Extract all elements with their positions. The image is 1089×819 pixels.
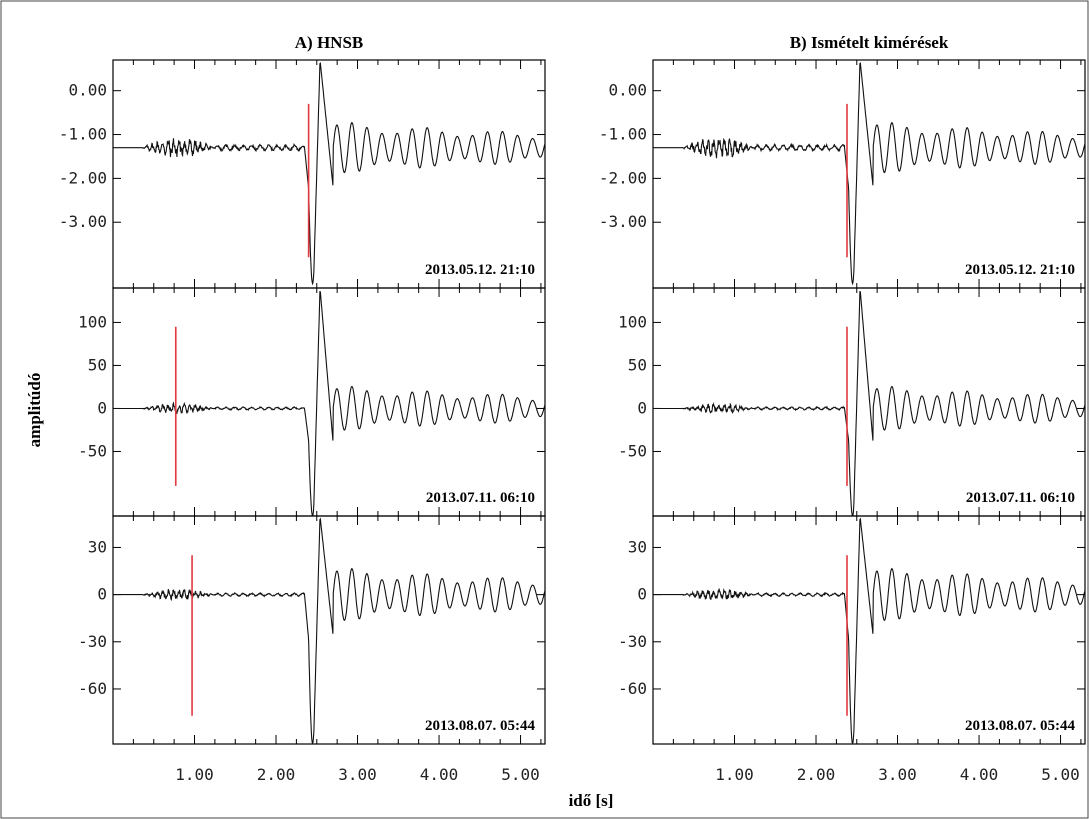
x-tick-label: 3.00: [878, 765, 917, 784]
plots-group: A) HNSB 0.00 -1.00 -2.00 -3.00 2013.05.12. 21…: [59, 33, 1086, 784]
event-date-label: 2013.05.12. 21:10: [425, 262, 535, 278]
x-axis-label: idő [s]: [569, 791, 614, 810]
waveform-trace: [113, 62, 546, 286]
y-tick-label: -2.00: [599, 168, 647, 187]
panel-title: B) Ismételt kimérések: [790, 33, 949, 52]
y-tick-label: -1.00: [599, 125, 647, 144]
y-tick-label: 0: [637, 585, 647, 604]
y-tick-label: 0: [97, 585, 107, 604]
waveform-trace: [653, 517, 1086, 744]
waveform-trace: [113, 517, 546, 744]
y-tick-label: 0.00: [68, 81, 107, 100]
y-tick-label: 0: [97, 398, 107, 417]
x-tick-label: 2.00: [797, 765, 836, 784]
subplot: 30 0 -30 -60 2013.08.07. 05:44: [78, 515, 546, 745]
subplot-frame: [652, 287, 1086, 517]
y-tick-label: 0: [637, 398, 647, 417]
subplot-frame: [112, 59, 546, 289]
y-tick-label: -2.00: [59, 168, 107, 187]
y-tick-label: 100: [78, 312, 107, 331]
y-tick-label: 50: [628, 355, 647, 374]
subplot-frame: [652, 59, 1086, 289]
y-tick-label: 30: [88, 537, 107, 556]
y-tick-label: -50: [78, 441, 107, 460]
y-tick-label: 100: [618, 312, 647, 331]
x-tick-label: 1.00: [175, 765, 214, 784]
event-date-label: 2013.05.12. 21:10: [965, 262, 1075, 278]
waveform-trace: [653, 290, 1086, 516]
y-tick-label: -1.00: [59, 125, 107, 144]
subplot-frame: [112, 515, 546, 745]
subplot: 100 50 0 -50 2013.07.11. 06:10: [618, 287, 1086, 517]
event-date-label: 2013.08.07. 05:44: [965, 718, 1075, 734]
x-tick-label: 3.00: [338, 765, 377, 784]
y-tick-label: -30: [78, 632, 107, 651]
y-tick-label: -30: [618, 632, 647, 651]
subplot: 30 0 -30 -60 2013.08.07. 05:44: [618, 515, 1086, 745]
y-tick-label: -60: [618, 679, 647, 698]
x-tick-label: 4.00: [960, 765, 999, 784]
x-tick-label: 5.00: [1041, 765, 1080, 784]
event-date-label: 2013.07.11. 06:10: [426, 490, 535, 506]
y-tick-label: 50: [88, 355, 107, 374]
x-tick-label: 1.00: [715, 765, 754, 784]
subplot-frame: [652, 515, 1086, 745]
y-tick-label: -50: [618, 441, 647, 460]
y-axis-label: amplitúdó: [25, 373, 44, 448]
x-tick-label: 5.00: [501, 765, 540, 784]
waveform-trace: [653, 62, 1086, 286]
event-date-label: 2013.08.07. 05:44: [425, 718, 535, 734]
y-tick-label: -60: [78, 679, 107, 698]
subplot-frame: [112, 287, 546, 517]
y-tick-label: 0.00: [608, 81, 647, 100]
y-tick-label: -3.00: [599, 212, 647, 231]
x-tick-label: 4.00: [420, 765, 459, 784]
subplot: 0.00 -1.00 -2.00 -3.00 2013.05.12. 21:10: [59, 59, 546, 289]
y-tick-label: 30: [628, 537, 647, 556]
panel-title: A) HNSB: [295, 33, 363, 52]
x-tick-label: 2.00: [257, 765, 296, 784]
waveform-trace: [113, 290, 546, 516]
y-tick-label: -3.00: [59, 212, 107, 231]
subplot: 0.00 -1.00 -2.00 -3.00 2013.05.12. 21:10: [599, 59, 1086, 289]
subplot: 100 50 0 -50 2013.07.11. 06:10: [78, 287, 546, 517]
event-date-label: 2013.07.11. 06:10: [966, 490, 1075, 506]
